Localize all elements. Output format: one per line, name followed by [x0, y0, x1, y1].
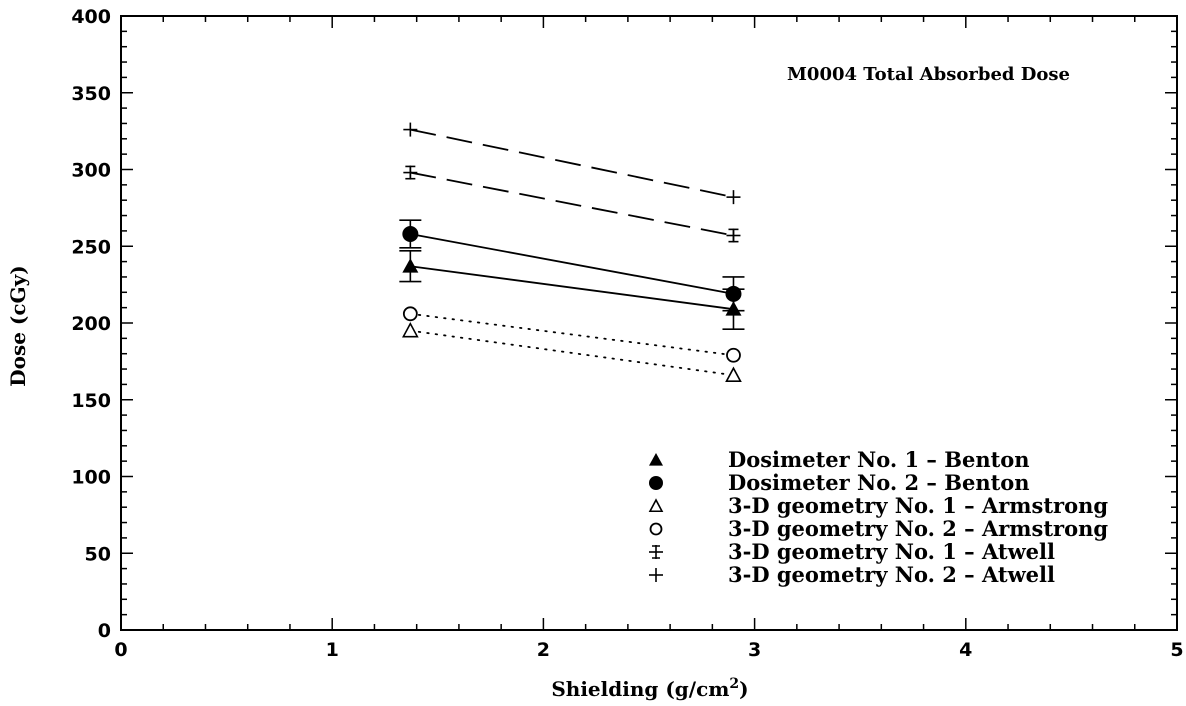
- marker-filled-circle: [649, 476, 663, 490]
- x-tick-label: 1: [326, 639, 339, 661]
- x-tick-label: 4: [959, 639, 972, 661]
- marker-filled-triangle: [402, 258, 419, 273]
- series-lines: [409, 128, 735, 377]
- x-axis-label-end: ): [739, 677, 748, 701]
- legend-label: 3-D geometry No. 1 – Atwell: [728, 539, 1055, 564]
- y-tick-label: 150: [71, 390, 111, 412]
- legend-label: 3-D geometry No. 1 – Armstrong: [728, 493, 1108, 518]
- chart-annotation: M0004 Total Absorbed Dose: [787, 64, 1070, 85]
- y-tick-label: 250: [71, 236, 111, 258]
- marker-open-triangle: [725, 366, 742, 382]
- y-tick-label: 400: [71, 6, 111, 28]
- y-tick-label: 300: [71, 160, 111, 182]
- x-axis-label-superscript: 2: [729, 676, 739, 692]
- legend-label: Dosimeter No. 2 – Benton: [728, 470, 1030, 495]
- series-line: [410, 265, 734, 311]
- series-line: [409, 329, 735, 377]
- y-tick-label: 100: [71, 467, 111, 489]
- marker-filled-circle: [725, 285, 742, 302]
- series-line: [410, 128, 734, 199]
- marker-open-circle: [649, 522, 663, 536]
- series-line: [409, 312, 735, 357]
- y-axis-label: Dose (cGy): [6, 265, 30, 386]
- legend-label: 3-D geometry No. 2 – Atwell: [728, 562, 1055, 587]
- x-tick-label: 5: [1170, 639, 1183, 661]
- series-line: [410, 233, 734, 295]
- y-tick-label: 0: [98, 620, 111, 642]
- series-line: [410, 171, 734, 237]
- x-axis-label-main: Shielding (g/cm: [551, 677, 729, 701]
- marker-filled-circle: [402, 225, 419, 242]
- x-axis-label: Shielding (g/cm2): [551, 676, 748, 701]
- legend-label: Dosimeter No. 1 – Benton: [728, 447, 1030, 472]
- x-tick-label: 2: [537, 639, 550, 661]
- legend-label: 3-D geometry No. 2 – Armstrong: [728, 516, 1108, 541]
- marker-filled-triangle: [649, 453, 663, 466]
- series-markers: [399, 122, 745, 382]
- marker-open-circle: [402, 306, 418, 322]
- y-tick-label: 350: [71, 83, 111, 105]
- marker-open-triangle: [648, 498, 664, 513]
- y-tick-label: 200: [71, 313, 111, 335]
- x-tick-label: 0: [114, 639, 127, 661]
- marker-open-circle: [726, 347, 741, 363]
- marker-open-triangle: [402, 321, 419, 338]
- x-tick-label: 3: [748, 639, 761, 661]
- y-tick-label: 50: [85, 543, 111, 565]
